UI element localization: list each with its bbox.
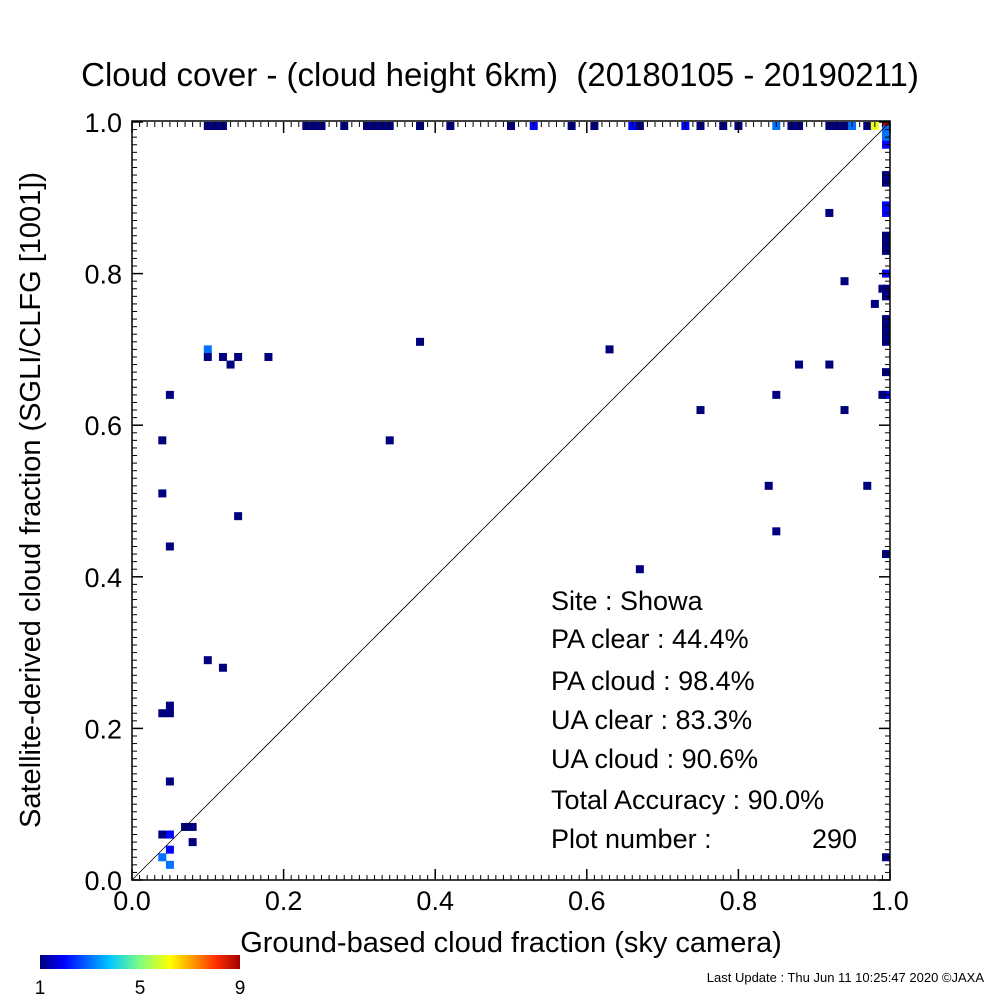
- data-point: [158, 709, 167, 718]
- data-point: [188, 822, 197, 831]
- stat-plot-number-label: Plot number :: [551, 824, 712, 854]
- y-tick-label: 1.0: [84, 108, 122, 138]
- stat-plot-number: 290: [812, 824, 857, 854]
- y-tick-label: 0.0: [84, 866, 122, 896]
- x-tick-label: 0.4: [416, 886, 454, 916]
- data-point: [165, 777, 174, 786]
- data-point: [696, 406, 705, 415]
- y-tick-label: 0.8: [84, 260, 122, 290]
- data-point: [203, 656, 212, 665]
- data-point: [218, 352, 227, 361]
- data-point: [605, 345, 614, 354]
- x-tick-label: 1.0: [871, 886, 909, 916]
- stat-ua-cloud: UA cloud : 90.6%: [551, 744, 758, 774]
- y-axis-title: Satellite-derived cloud fraction (SGLI/C…: [15, 172, 47, 828]
- data-point: [165, 830, 174, 839]
- axis-ticks: 0.00.0 0.2 0.2 0.4 0.4 0.6 0.6 0.8 0.8 1.0 1.0: [84, 108, 908, 916]
- colorbar-ticks: 1 5 9: [35, 978, 246, 999]
- colorbar-gradient: [40, 955, 240, 969]
- last-update-footer: Last Update : Thu Jun 11 10:25:47 2020 ©…: [706, 970, 984, 985]
- data-point: [264, 352, 273, 361]
- data-point: [772, 390, 781, 399]
- data-point: [870, 299, 879, 308]
- colorbar: 1 5 9: [35, 955, 246, 999]
- data-point: [635, 565, 644, 574]
- data-point: [226, 360, 235, 369]
- data-point: [234, 352, 243, 361]
- data-point: [218, 663, 227, 672]
- colorbar-tick-label: 5: [135, 978, 146, 999]
- y-tick-label: 0.2: [84, 714, 122, 744]
- stat-pa-cloud: PA cloud : 98.4%: [551, 666, 755, 696]
- chart-title: Cloud cover - (cloud height 6km) (201801…: [81, 56, 919, 93]
- data-point: [158, 436, 167, 445]
- reference-diagonal: [131, 121, 891, 881]
- stat-ua-clear: UA clear : 83.3%: [551, 705, 752, 735]
- data-point: [416, 337, 425, 346]
- y-tick-label: 0.4: [84, 563, 122, 593]
- data-point: [795, 360, 804, 369]
- data-point: [165, 701, 174, 710]
- data-point: [158, 853, 167, 862]
- data-point: [165, 709, 174, 718]
- stat-site: Site : Showa: [551, 586, 704, 616]
- data-point: [878, 390, 887, 399]
- data-point: [234, 512, 243, 521]
- data-point: [840, 406, 849, 415]
- data-point: [825, 208, 834, 217]
- colorbar-tick-label: 9: [235, 978, 246, 999]
- data-point: [158, 489, 167, 498]
- data-point: [165, 845, 174, 854]
- data-point: [385, 436, 394, 445]
- stats-box: Site : Showa PA clear : 44.4% PA cloud :…: [551, 586, 857, 854]
- data-points: [158, 122, 890, 869]
- data-point: [165, 390, 174, 399]
- stat-total-accuracy: Total Accuracy : 90.0%: [551, 785, 824, 815]
- data-point: [878, 284, 887, 293]
- data-point: [158, 830, 167, 839]
- y-tick-label: 0.6: [84, 411, 122, 441]
- data-point: [764, 481, 773, 490]
- data-point: [188, 838, 197, 847]
- data-point: [165, 860, 174, 869]
- x-tick-label: 0.6: [568, 886, 606, 916]
- data-point: [165, 542, 174, 551]
- x-tick-label: 0.0: [113, 886, 151, 916]
- x-axis-title: Ground-based cloud fraction (sky camera): [240, 927, 782, 959]
- stat-pa-clear: PA clear : 44.4%: [551, 624, 749, 654]
- data-point: [863, 481, 872, 490]
- data-point: [772, 527, 781, 536]
- colorbar-tick-label: 1: [35, 978, 46, 999]
- data-point: [203, 345, 212, 354]
- data-point: [825, 360, 834, 369]
- x-tick-label: 0.8: [720, 886, 758, 916]
- data-point: [840, 277, 849, 286]
- x-tick-label: 0.2: [265, 886, 303, 916]
- data-point: [203, 352, 212, 361]
